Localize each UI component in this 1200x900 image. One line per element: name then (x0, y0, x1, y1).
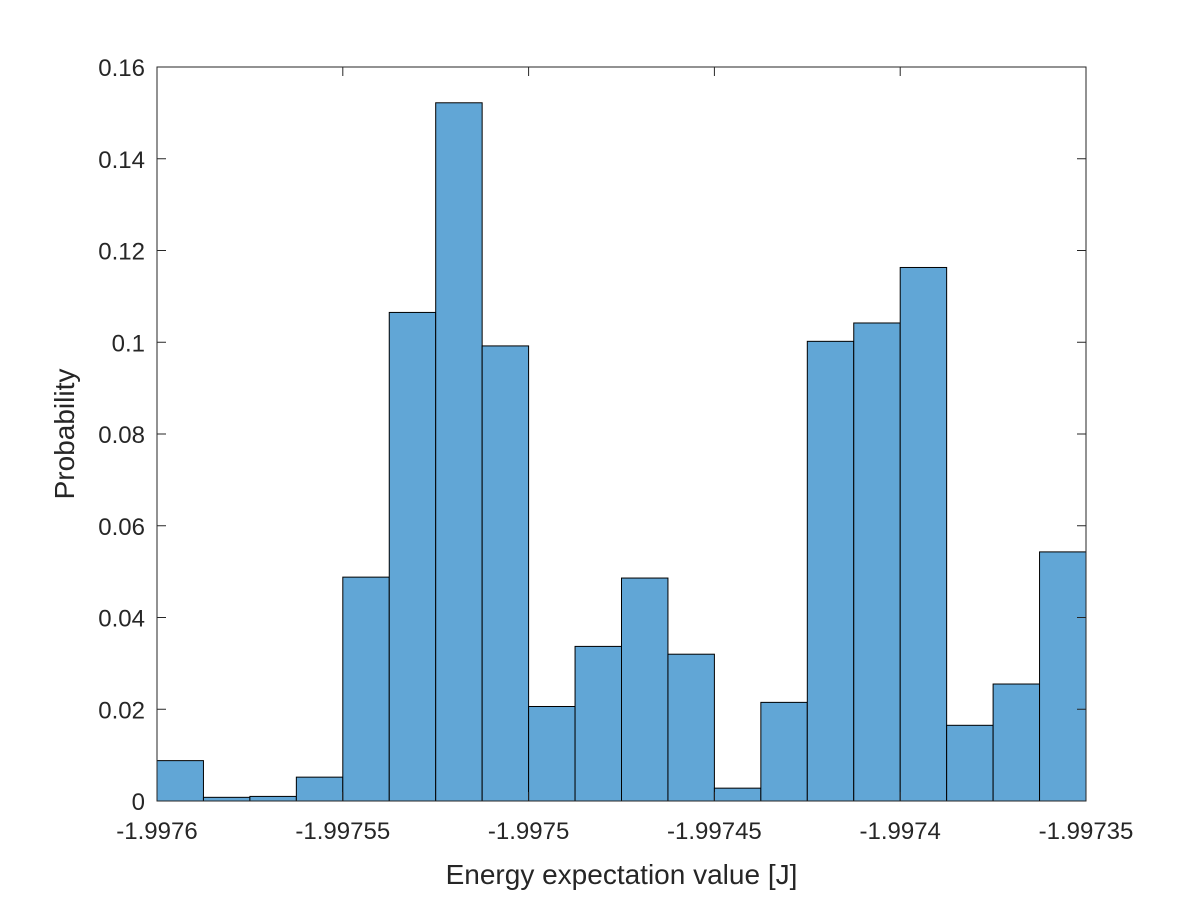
bars-layer (156, 102, 1087, 802)
x-axis-title: Energy expectation value [J] (446, 859, 798, 890)
histogram-bar (528, 705, 576, 802)
x-tick-label: -1.9976 (116, 818, 197, 845)
y-tick-label: 0.06 (98, 514, 145, 541)
y-tick-label: 0.16 (98, 55, 145, 82)
histogram-bar (249, 795, 297, 802)
histogram-bar (760, 701, 808, 802)
histogram-bar (946, 724, 994, 802)
y-tick-label: 0 (132, 789, 145, 816)
histogram-bar (295, 776, 344, 802)
y-tick-label: 0.1 (112, 330, 145, 357)
y-tick-label: 0.12 (98, 239, 145, 266)
histogram-bar (435, 102, 483, 802)
x-tick-label: -1.9974 (859, 818, 940, 845)
histogram-bar (667, 653, 715, 802)
histogram-bar (156, 760, 204, 802)
x-tick-label: -1.9975 (488, 818, 569, 845)
x-tick-label: -1.99745 (667, 818, 762, 845)
y-tick-label: 0.08 (98, 422, 145, 449)
histogram-bar (853, 322, 901, 802)
x-tick-label: -1.99735 (1039, 818, 1134, 845)
histogram-bar (202, 796, 251, 802)
histogram-bar (574, 645, 622, 802)
ticks-layer (156, 66, 1087, 802)
y-tick-label: 0.02 (98, 697, 145, 724)
histogram-bar (621, 577, 669, 802)
histogram-bar (1039, 551, 1087, 802)
histogram-bar (342, 576, 390, 802)
histogram-bar (481, 345, 530, 802)
histogram-bar (806, 340, 855, 802)
y-tick-label: 0.14 (98, 147, 145, 174)
histogram-bar (899, 266, 948, 802)
histogram-bar (713, 787, 762, 802)
y-axis-title: Probability (49, 369, 80, 500)
labels-layer: -1.9976 -1.99755 -1.9975 -1.99745 -1.9974 -1.… (98, 55, 1133, 845)
histogram-bar (388, 311, 437, 802)
y-tick-label: 0.04 (98, 606, 145, 633)
x-tick-label: -1.99755 (295, 818, 390, 845)
histogram-bar (992, 683, 1041, 802)
